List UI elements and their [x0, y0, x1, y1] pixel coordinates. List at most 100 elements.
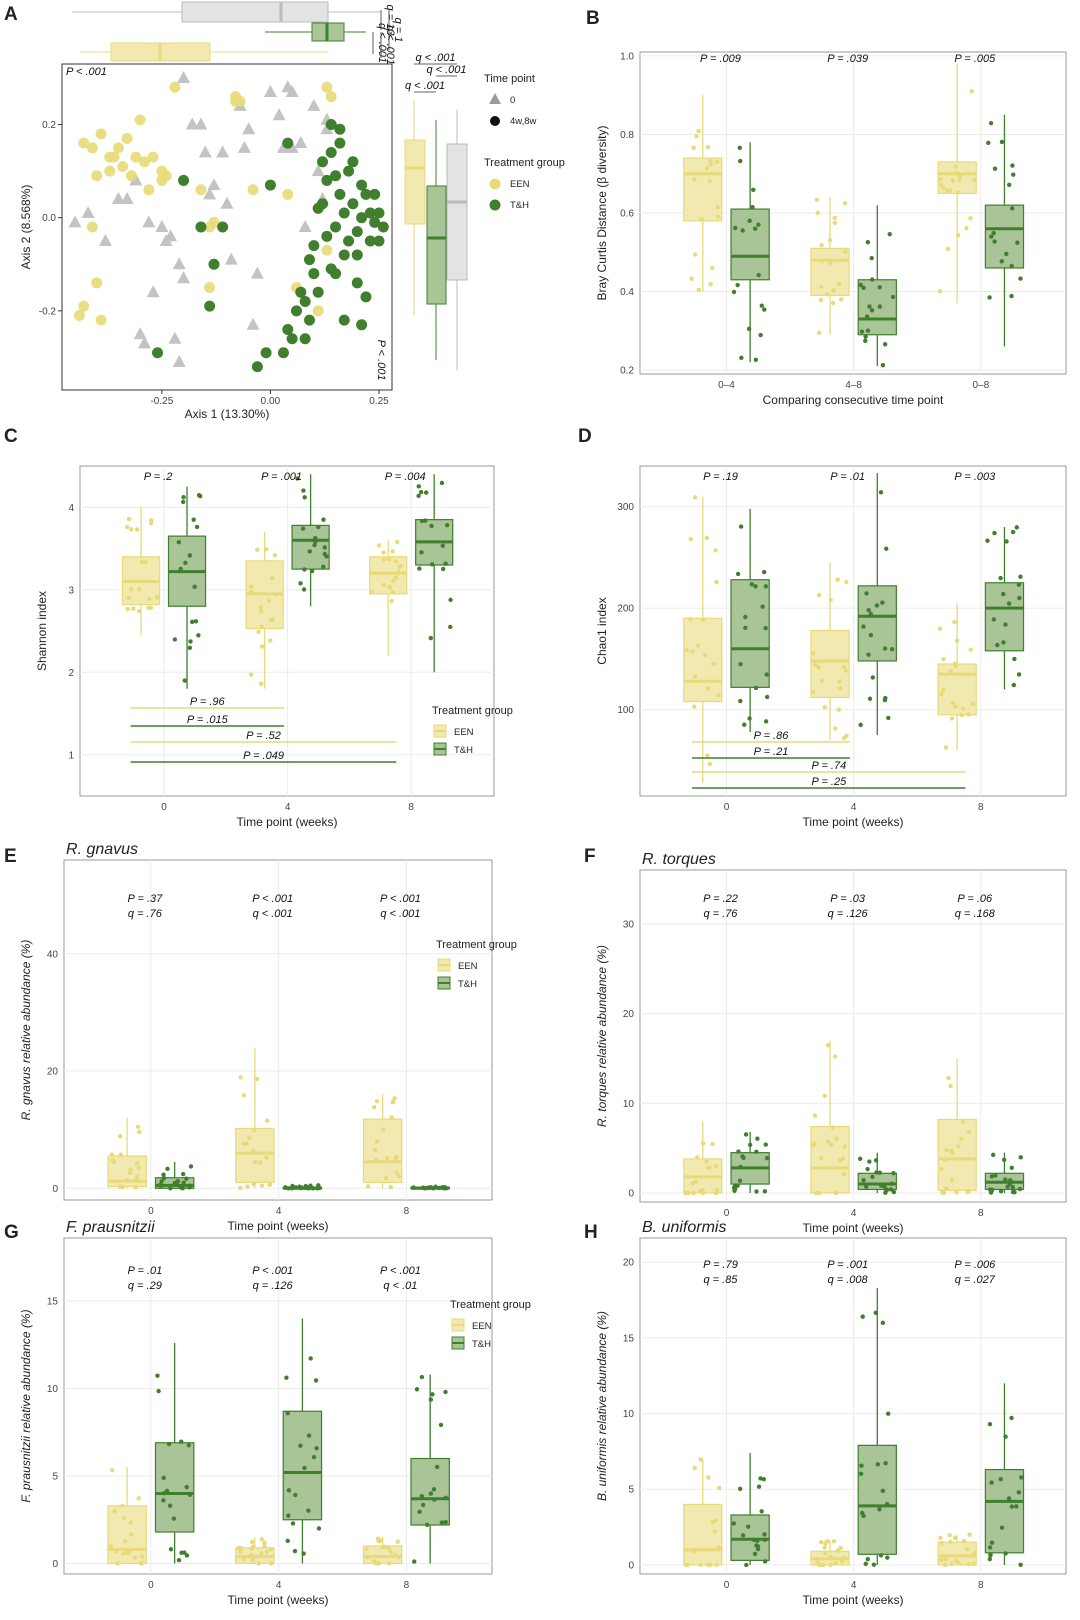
jitter-point	[877, 1170, 882, 1175]
jitter-point	[992, 239, 997, 244]
jitter-point	[831, 288, 836, 293]
y-tick-label: 40	[47, 949, 59, 960]
box-T&H-0	[730, 508, 770, 733]
jitter-point	[395, 1539, 401, 1544]
jitter-point	[836, 281, 842, 286]
jitter-point	[755, 1538, 760, 1544]
jitter-point	[738, 698, 743, 704]
y-tick-label: 10	[623, 1409, 635, 1420]
scatter-point-th	[299, 333, 311, 345]
jitter-point	[1010, 529, 1016, 535]
jitter-point	[706, 1475, 711, 1480]
scatter-point-gray	[294, 136, 308, 149]
box-EEN-8	[937, 603, 977, 751]
jitter-point	[187, 645, 193, 651]
jitter-point	[830, 1125, 835, 1130]
jitter-point	[108, 1543, 114, 1549]
scatter-point-th	[334, 188, 346, 200]
legend-item-label: T&H	[454, 745, 473, 756]
jitter-point	[252, 1127, 257, 1133]
y-axis-title: Shannon index	[35, 591, 49, 671]
jitter-point	[312, 542, 317, 548]
jitter-point	[161, 1498, 166, 1503]
jitter-point	[866, 607, 871, 613]
scatter-point-een	[156, 165, 168, 177]
scatter-point-een	[112, 142, 124, 154]
jitter-point	[388, 1184, 393, 1190]
p-value-label: P = .01	[127, 1265, 162, 1277]
jitter-point	[867, 304, 872, 309]
jitter-point	[124, 1178, 130, 1183]
jitter-point	[866, 652, 871, 657]
p-value-label: P < .001	[375, 340, 387, 381]
jitter-point	[419, 550, 424, 555]
jitter-point	[309, 568, 315, 574]
jitter-point	[429, 562, 435, 567]
x-tick-label: 0.00	[261, 396, 281, 407]
jitter-point	[731, 289, 737, 295]
scatter-point-gray	[298, 220, 312, 232]
jitter-point	[420, 1502, 426, 1508]
jitter-point	[754, 1149, 759, 1155]
jitter-point	[987, 1556, 993, 1562]
jitter-point	[188, 1164, 194, 1169]
jitter-point	[121, 1515, 126, 1521]
jitter-point	[760, 604, 765, 609]
jitter-point	[715, 205, 720, 210]
jitter-point	[831, 1539, 837, 1544]
box-T&H-8	[984, 1383, 1025, 1567]
p-value-label: P < .001	[380, 893, 421, 905]
y-tick-label: 0.4	[620, 287, 634, 298]
scatter-point-een	[230, 95, 242, 107]
jitter-point	[316, 524, 321, 530]
jitter-point	[126, 516, 132, 522]
y-tick-label: 0.0	[42, 213, 56, 224]
jitter-point	[959, 1136, 964, 1142]
jitter-point	[238, 1549, 243, 1555]
jitter-point	[873, 1158, 879, 1163]
jitter-point	[128, 1167, 133, 1173]
jitter-point	[297, 1184, 302, 1189]
scatter-point-gray	[146, 285, 160, 298]
jitter-point	[957, 177, 962, 182]
legend-een-symbol	[489, 178, 501, 190]
legend-item-label: EEN	[458, 961, 478, 972]
p-value-label: P = .03	[830, 893, 866, 905]
legend-title: Treatment group	[450, 1299, 531, 1311]
jitter-point	[1003, 1177, 1008, 1182]
scatter-point-gray	[224, 252, 238, 265]
box-T&H-4	[282, 1183, 323, 1191]
jitter-point	[937, 289, 943, 294]
scatter-point-th	[308, 268, 320, 280]
jitter-point	[965, 1546, 970, 1552]
jitter-point	[1009, 1504, 1015, 1509]
jitter-point	[737, 1486, 743, 1492]
jitter-point	[1018, 1155, 1023, 1160]
jitter-point	[761, 569, 767, 575]
jitter-point	[129, 586, 134, 592]
scatter-point-th	[277, 347, 289, 359]
x-axis-title: Time point (weeks)	[237, 815, 338, 829]
jitter-point	[1016, 672, 1022, 677]
jitter-point	[176, 539, 182, 545]
legend-item-label: EEN	[472, 1321, 492, 1332]
jitter-point	[136, 1165, 142, 1170]
jitter-point	[841, 664, 847, 670]
jitter-point	[966, 712, 971, 717]
scatter-point-gray	[203, 187, 217, 200]
scatter-point-th	[330, 268, 342, 280]
jitter-point	[699, 217, 704, 222]
jitter-point	[683, 1190, 689, 1196]
y-tick-label: 4	[68, 503, 74, 514]
jitter-point	[858, 1471, 864, 1477]
y-tick-label: 3	[68, 585, 74, 596]
jitter-point	[999, 1525, 1005, 1530]
jitter-point	[972, 178, 977, 183]
y-axis-title: R. torques relative abundance (%)	[595, 945, 609, 1127]
scatter-point-een	[73, 309, 85, 321]
jitter-point	[969, 88, 974, 94]
jitter-point	[858, 282, 863, 288]
jitter-point	[110, 1157, 115, 1163]
legend-item-label: EEN	[454, 727, 474, 738]
jitter-point	[691, 1190, 696, 1196]
